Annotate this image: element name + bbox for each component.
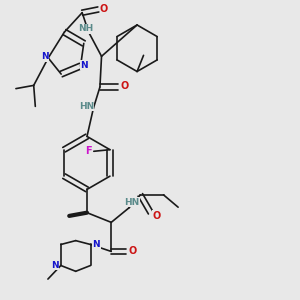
Text: HN: HN: [124, 197, 140, 206]
Text: O: O: [120, 81, 128, 92]
Text: F: F: [85, 146, 91, 156]
Text: HN: HN: [79, 102, 94, 111]
Text: O: O: [128, 246, 136, 256]
Text: N: N: [93, 240, 100, 249]
Text: O: O: [152, 211, 160, 221]
Text: N: N: [51, 261, 59, 270]
Text: O: O: [100, 4, 108, 14]
Text: N: N: [81, 61, 88, 70]
Text: N: N: [41, 52, 49, 61]
Text: NH: NH: [78, 24, 94, 33]
